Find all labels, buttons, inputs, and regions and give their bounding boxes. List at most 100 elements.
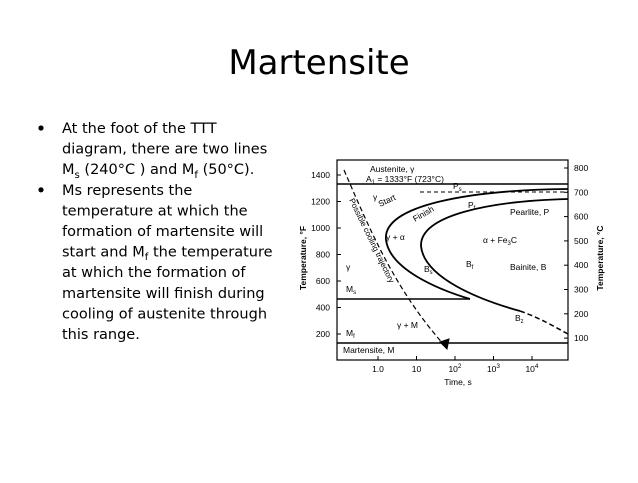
- text-part: this range.: [62, 327, 140, 343]
- text-part: M: [62, 162, 75, 178]
- trajectory-arrow: [439, 338, 450, 351]
- text-label: diagram, there are two lines: [62, 142, 267, 158]
- bullet-dot: [38, 125, 44, 131]
- y-axis-label-right: Temperature, °C: [595, 225, 605, 290]
- finish-dashed: [519, 310, 569, 335]
- left-tick-label: 200: [316, 329, 330, 339]
- text-part: martensite will finish during: [62, 286, 265, 302]
- subscript: f: [145, 252, 149, 263]
- text-part: C: [511, 235, 517, 245]
- y-axis-label-left: Temperature, °F: [298, 226, 308, 290]
- left-tick-label: 600: [316, 276, 330, 286]
- text-label: At the foot of the TTT: [62, 121, 217, 137]
- subscript: s: [459, 187, 462, 193]
- text-part: start and M: [62, 245, 145, 261]
- left-tick-label: 1200: [311, 197, 330, 207]
- diagram-frame: [336, 159, 569, 361]
- text-label: Ps​: [453, 181, 462, 193]
- subscript: 1: [372, 180, 376, 186]
- text-part: M: [346, 328, 353, 338]
- text-label: γ: [346, 262, 351, 272]
- subscript: s: [430, 270, 433, 276]
- text-part: At the foot of the TTT: [62, 121, 217, 137]
- left-tick-label: 1400: [311, 170, 330, 180]
- x-tick-label: 103: [487, 363, 500, 374]
- text-part: diagram, there are two lines: [62, 142, 267, 158]
- text-part: = 1333°F (723°C): [375, 174, 444, 184]
- text-label: Bs​: [424, 264, 433, 276]
- subscript: z: [521, 319, 524, 325]
- text-label: A1​ = 1333°F (723°C): [366, 174, 444, 186]
- tick-base: 10: [448, 364, 458, 374]
- text-part: the temperature: [148, 245, 272, 261]
- tick-base: 1.0: [372, 364, 384, 374]
- text-label: Ms​: [346, 284, 356, 296]
- right-tick-label: 800: [574, 163, 588, 173]
- text-part: temperature at which the: [62, 203, 248, 219]
- text-label: Mf​: [346, 328, 355, 340]
- subscript: f: [474, 206, 476, 212]
- text-label: Bf​: [466, 259, 474, 271]
- text-label: Start: [377, 192, 398, 209]
- right-tick-label: 600: [574, 212, 588, 222]
- text-label: this range.: [62, 327, 140, 343]
- subscript: f: [194, 170, 198, 181]
- tick-base: 10: [487, 364, 497, 374]
- text-part: at which the formation of: [62, 265, 246, 281]
- finish-curve: [420, 198, 569, 312]
- text-label: formation of martensite will: [62, 224, 263, 240]
- cooling-trajectory: [343, 169, 446, 347]
- tick-sup: 4: [535, 363, 539, 370]
- text-part: A: [366, 174, 372, 184]
- text-label: martensite will finish during: [62, 286, 265, 302]
- x-tick-label: 102: [448, 363, 461, 374]
- subscript: s: [353, 290, 356, 296]
- slide-title: Martensite: [228, 43, 409, 83]
- right-tick-label: 300: [574, 285, 588, 295]
- text-part: B: [424, 264, 430, 274]
- text-label: Martensite, M: [343, 345, 395, 355]
- x-axis-label: Time, s: [444, 377, 472, 387]
- left-tick-label: 800: [316, 250, 330, 260]
- text-label: Bainite, B: [510, 262, 547, 272]
- text-label: Bz​: [515, 313, 524, 325]
- text-label: start and Mf​ the temperature: [62, 245, 273, 264]
- x-tick-label: 104: [525, 363, 538, 374]
- text-label: Pf​: [468, 200, 476, 212]
- tick-base: 10: [412, 364, 422, 374]
- right-tick-label: 100: [574, 333, 588, 343]
- bullets: At the foot of the TTT diagram, there are…: [38, 121, 273, 343]
- text-part: B: [466, 259, 472, 269]
- tick-base: 10: [525, 364, 535, 374]
- subscript: f: [472, 265, 474, 271]
- text-part: M: [346, 284, 353, 294]
- text-part: cooling of austenite through: [62, 306, 267, 322]
- text-label: Pearlite, P: [510, 207, 550, 217]
- text-label: γ: [373, 192, 378, 202]
- text-part: P: [468, 200, 474, 210]
- text-label: Ms​ (240°C ) and Mf​ (50°C).: [62, 162, 254, 181]
- text-label: temperature at which the: [62, 203, 248, 219]
- text-part: P: [453, 181, 459, 191]
- x-tick-label: 10: [412, 364, 422, 374]
- start-curve: [385, 188, 569, 300]
- text-part: B: [515, 313, 521, 323]
- text-part: (50°C).: [198, 162, 254, 178]
- text-label: Ms represents the: [62, 183, 192, 199]
- text-part: (240°C ) and M: [80, 162, 195, 178]
- right-tick-label: 500: [574, 236, 588, 246]
- ttt-diagram: 1400120010008006004002008007006005004003…: [298, 159, 605, 387]
- text-label: cooling of austenite through: [62, 306, 267, 322]
- right-tick-label: 200: [574, 309, 588, 319]
- text-part: formation of martensite will: [62, 224, 263, 240]
- text-part: α + Fe: [483, 235, 508, 245]
- right-tick-label: 400: [574, 260, 588, 270]
- text-label: γ + M: [397, 320, 418, 330]
- subscript: s: [75, 170, 80, 181]
- text-label: Austenite, γ: [370, 164, 415, 174]
- left-tick-label: 400: [316, 303, 330, 313]
- subscript: 3: [508, 241, 512, 247]
- bullet-dot: [38, 187, 44, 193]
- tick-sup: 3: [496, 363, 500, 370]
